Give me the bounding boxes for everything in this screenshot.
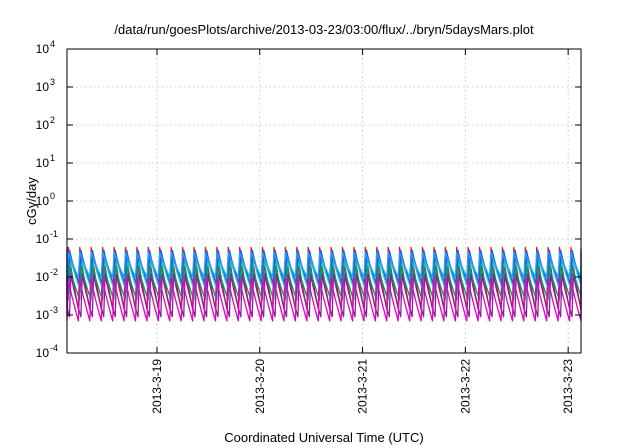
y-tick-label-exponent: -3 [50, 305, 58, 315]
x-axis-label: Coordinated Universal Time (UTC) [224, 430, 423, 445]
x-tick-label: 2013-3-23 [561, 359, 575, 414]
y-tick-label-exponent: 2 [50, 115, 55, 125]
y-tick-label: 10 [36, 80, 50, 94]
y-tick-label: 10 [36, 270, 50, 284]
y-tick-label: 10 [36, 232, 50, 246]
x-tick-label: 2013-3-19 [150, 359, 164, 414]
y-tick-label: 10 [36, 156, 50, 170]
y-tick-label-exponent: 4 [50, 39, 55, 49]
y-axis-label: cGy/day [24, 177, 39, 225]
y-tick-label-exponent: -1 [50, 229, 58, 239]
x-tick-label: 2013-3-21 [356, 359, 370, 414]
y-tick-label: 10 [36, 118, 50, 132]
series-line [66, 278, 582, 322]
y-tick-label-exponent: 1 [50, 153, 55, 163]
x-tick-label: 2013-3-22 [458, 359, 472, 414]
y-tick-label-exponent: 0 [50, 191, 55, 201]
y-tick-label: 10 [36, 346, 50, 360]
series-line [66, 251, 582, 278]
chart-title: /data/run/goesPlots/archive/2013-03-23/0… [114, 22, 534, 37]
y-tick-label: 10 [36, 308, 50, 322]
y-tick-label-exponent: 3 [50, 77, 55, 87]
y-tick-label: 10 [36, 194, 50, 208]
series-layer [66, 246, 582, 322]
y-tick-label: 10 [36, 42, 50, 56]
x-tick-label: 2013-3-20 [253, 359, 267, 414]
series-line [66, 264, 582, 301]
y-tick-label-exponent: -2 [50, 267, 58, 277]
y-tick-label-exponent: -4 [50, 343, 58, 353]
